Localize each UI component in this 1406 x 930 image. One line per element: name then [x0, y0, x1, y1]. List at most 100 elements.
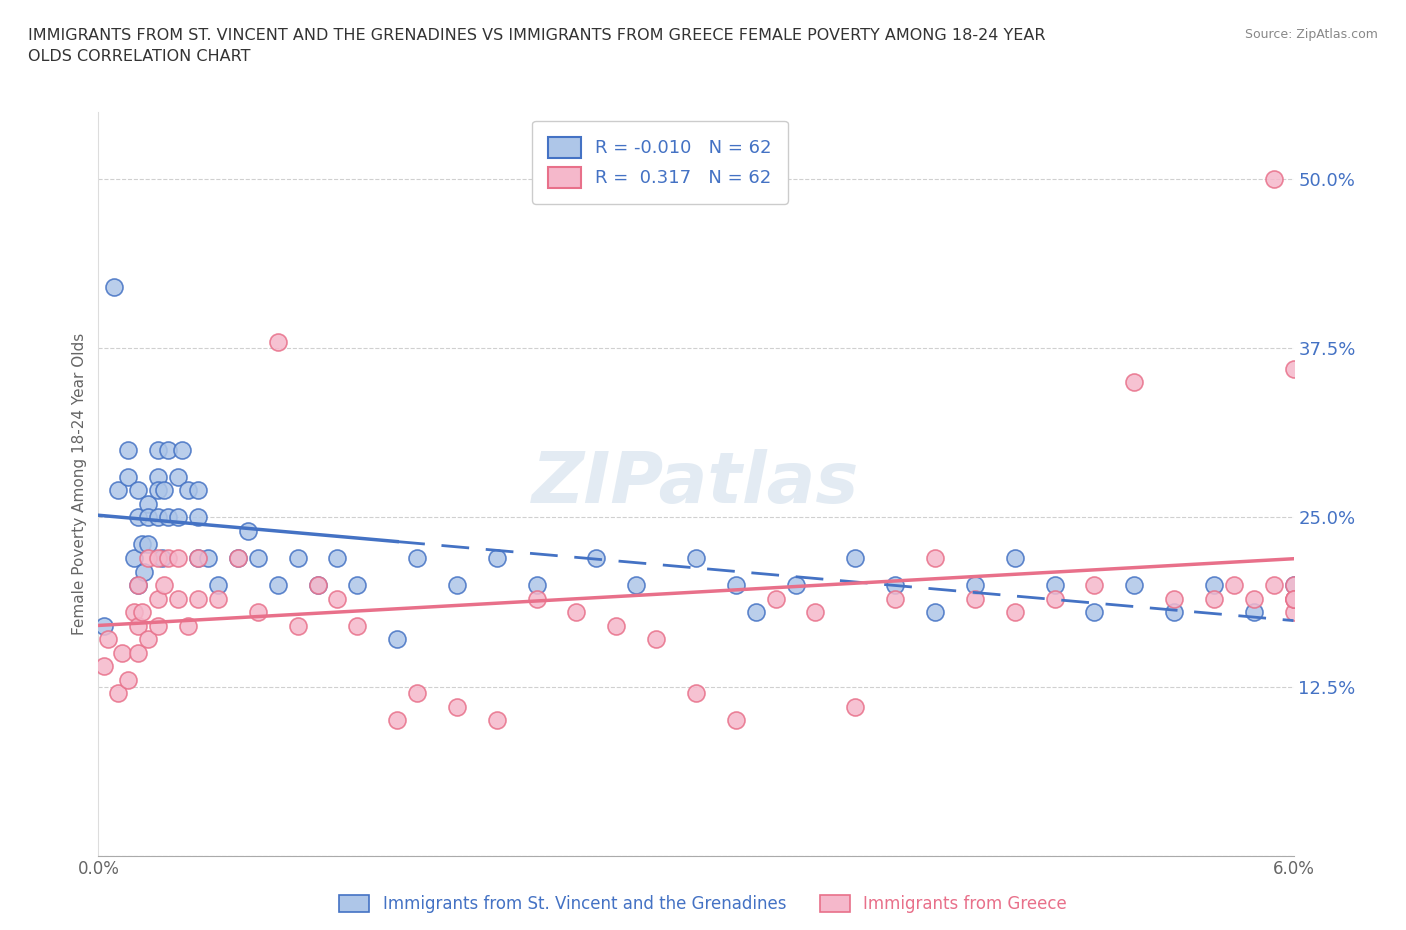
Point	[131, 604, 153, 619]
Point	[307, 578, 329, 592]
Point	[745, 604, 768, 619]
Point	[1243, 591, 1265, 606]
Point	[1282, 361, 1305, 376]
Point	[246, 551, 269, 565]
Text: Source: ZipAtlas.com: Source: ZipAtlas.com	[1244, 28, 1378, 41]
Point	[124, 551, 146, 565]
Point	[153, 483, 176, 498]
Point	[1163, 604, 1185, 619]
Legend: R = -0.010   N = 62, R =  0.317   N = 62: R = -0.010 N = 62, R = 0.317 N = 62	[531, 121, 789, 204]
Point	[724, 578, 747, 592]
Point	[207, 591, 229, 606]
Point	[127, 510, 149, 525]
Point	[187, 591, 209, 606]
Point	[924, 604, 946, 619]
Point	[485, 713, 508, 728]
Point	[187, 551, 209, 565]
Point	[148, 443, 170, 458]
Point	[963, 591, 986, 606]
Point	[287, 551, 309, 565]
Point	[645, 631, 668, 646]
Point	[1004, 604, 1026, 619]
Point	[187, 510, 209, 525]
Point	[136, 510, 159, 525]
Point	[150, 551, 173, 565]
Point	[187, 551, 209, 565]
Point	[148, 591, 170, 606]
Point	[117, 443, 139, 458]
Point	[605, 618, 627, 633]
Point	[172, 443, 194, 458]
Point	[924, 551, 946, 565]
Point	[785, 578, 807, 592]
Point	[1282, 591, 1305, 606]
Point	[884, 578, 907, 592]
Point	[1282, 578, 1305, 592]
Point	[136, 631, 159, 646]
Point	[1263, 172, 1285, 187]
Point	[148, 510, 170, 525]
Point	[346, 618, 368, 633]
Point	[724, 713, 747, 728]
Point	[844, 551, 866, 565]
Point	[1282, 591, 1305, 606]
Point	[1263, 578, 1285, 592]
Point	[187, 483, 209, 498]
Point	[246, 604, 269, 619]
Point	[236, 524, 259, 538]
Point	[1123, 578, 1146, 592]
Point	[765, 591, 787, 606]
Point	[117, 672, 139, 687]
Point	[884, 591, 907, 606]
Point	[93, 618, 115, 633]
Point	[226, 551, 249, 565]
Point	[177, 483, 200, 498]
Point	[1282, 591, 1305, 606]
Point	[406, 551, 429, 565]
Point	[1163, 591, 1185, 606]
Point	[685, 685, 707, 700]
Point	[526, 578, 548, 592]
Point	[326, 551, 349, 565]
Point	[226, 551, 249, 565]
Point	[565, 604, 588, 619]
Point	[446, 699, 468, 714]
Point	[1083, 604, 1105, 619]
Point	[103, 280, 125, 295]
Point	[1223, 578, 1246, 592]
Point	[267, 578, 290, 592]
Point	[1123, 375, 1146, 390]
Point	[626, 578, 648, 592]
Point	[446, 578, 468, 592]
Point	[136, 551, 159, 565]
Point	[485, 551, 508, 565]
Point	[127, 645, 149, 660]
Point	[127, 483, 149, 498]
Text: ZIPatlas: ZIPatlas	[533, 449, 859, 518]
Point	[97, 631, 120, 646]
Point	[1282, 604, 1305, 619]
Point	[157, 443, 180, 458]
Point	[127, 618, 149, 633]
Point	[157, 510, 180, 525]
Point	[1043, 578, 1066, 592]
Point	[1282, 578, 1305, 592]
Y-axis label: Female Poverty Among 18-24 Year Olds: Female Poverty Among 18-24 Year Olds	[72, 333, 87, 635]
Point	[131, 537, 153, 551]
Point	[167, 551, 190, 565]
Point	[1083, 578, 1105, 592]
Point	[1202, 591, 1225, 606]
Point	[326, 591, 349, 606]
Point	[804, 604, 827, 619]
Legend: Immigrants from St. Vincent and the Grenadines, Immigrants from Greece: Immigrants from St. Vincent and the Gren…	[330, 887, 1076, 922]
Point	[385, 631, 409, 646]
Point	[1043, 591, 1066, 606]
Point	[585, 551, 607, 565]
Point	[167, 470, 190, 485]
Point	[685, 551, 707, 565]
Point	[207, 578, 229, 592]
Point	[148, 470, 170, 485]
Point	[127, 578, 149, 592]
Point	[526, 591, 548, 606]
Point	[287, 618, 309, 633]
